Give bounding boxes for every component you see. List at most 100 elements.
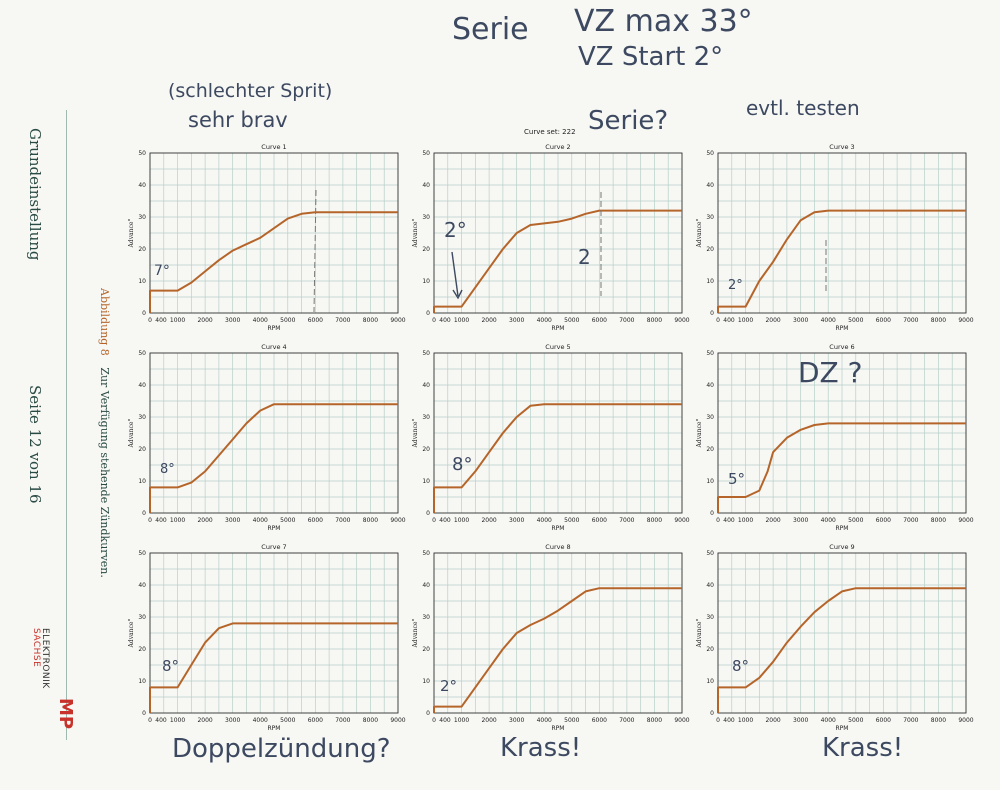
advance-curve — [149, 622, 398, 713]
y-tick-label: 0 — [710, 310, 714, 317]
x-tick-label: 3000 — [793, 317, 808, 324]
y-tick-label: 20 — [706, 246, 714, 253]
x-tick-label: 2000 — [197, 717, 212, 724]
x-tick-label: 4000 — [253, 717, 268, 724]
x-tick-label: 400 — [155, 317, 167, 324]
x-tick-label: 1000 — [738, 717, 753, 724]
chart-3: 0 400 1000 2000 3000 4000 5000 6000 7000 8000 9000… — [696, 143, 974, 332]
y-tick-label: 20 — [138, 446, 146, 453]
x-axis-label: RPM — [836, 525, 849, 532]
x-tick-label: 8000 — [647, 717, 662, 724]
x-tick-label: 5000 — [280, 317, 295, 324]
y-axis-label: Advance° — [128, 219, 135, 249]
x-tick-label: 400 — [439, 717, 451, 724]
y-axis-label: Advance° — [696, 419, 703, 449]
y-tick-label: 40 — [706, 182, 714, 189]
x-tick-label: 1000 — [738, 317, 753, 324]
advance-curve — [433, 209, 682, 313]
x-tick-label: 7000 — [335, 517, 350, 524]
arrow-curve2 — [451, 251, 459, 297]
plot-frame — [433, 552, 683, 714]
plot-frame — [717, 152, 967, 314]
x-tick-label: 6000 — [308, 717, 323, 724]
y-tick-label: 50 — [422, 150, 430, 157]
note-curve8-krass: Krass! — [500, 733, 582, 763]
x-axis-label: RPM — [552, 525, 565, 532]
advance-curve — [149, 403, 398, 513]
mark-curve2-delta: 2 — [578, 245, 591, 269]
x-tick-label: 4000 — [821, 317, 836, 324]
plot-frame — [149, 152, 399, 314]
y-tick-label: 50 — [138, 550, 146, 557]
y-tick-label: 30 — [422, 614, 430, 621]
x-tick-label: 9000 — [958, 517, 973, 524]
mark-curve9: 8° — [732, 657, 750, 675]
x-tick-label: 400 — [155, 717, 167, 724]
mark-curve5: 8° — [452, 454, 473, 475]
x-tick-label: 0 — [716, 317, 720, 324]
note-curve9-krass: Krass! — [822, 733, 904, 763]
x-tick-label: 8000 — [647, 517, 662, 524]
sidebar-divider — [66, 110, 67, 740]
y-tick-label: 20 — [706, 446, 714, 453]
x-tick-label: 3000 — [793, 517, 808, 524]
chart-title: Curve 6 — [829, 343, 854, 351]
x-tick-label: 4000 — [253, 317, 268, 324]
chart-title: Curve 1 — [261, 143, 286, 151]
x-tick-label: 4000 — [821, 717, 836, 724]
y-tick-label: 50 — [422, 550, 430, 557]
x-tick-label: 8000 — [931, 317, 946, 324]
x-tick-label: 9000 — [674, 717, 689, 724]
y-axis-label: Advance° — [696, 219, 703, 249]
y-tick-label: 50 — [138, 350, 146, 357]
x-tick-label: 7000 — [619, 517, 634, 524]
y-tick-label: 10 — [422, 678, 430, 685]
x-tick-label: 0 — [716, 717, 720, 724]
y-tick-label: 30 — [138, 214, 146, 221]
chart-title: Curve 2 — [545, 143, 570, 151]
y-tick-label: 40 — [422, 382, 430, 389]
chart-4: 0 400 1000 2000 3000 4000 5000 6000 7000 8000 9000… — [128, 343, 406, 532]
x-tick-label: 4000 — [821, 517, 836, 524]
x-axis-label: RPM — [552, 325, 565, 332]
y-tick-label: 20 — [138, 646, 146, 653]
x-tick-label: 2000 — [197, 317, 212, 324]
note-curve6-dz: DZ ? — [798, 356, 863, 389]
x-tick-label: 7000 — [335, 717, 350, 724]
chart-title: Curve 7 — [261, 543, 286, 551]
x-tick-label: 4000 — [253, 517, 268, 524]
y-tick-label: 30 — [706, 214, 714, 221]
note-serie: Serie — [452, 12, 529, 47]
x-tick-label: 6000 — [592, 317, 607, 324]
y-tick-label: 10 — [706, 478, 714, 485]
x-tick-label: 8000 — [363, 317, 378, 324]
y-tick-label: 30 — [706, 614, 714, 621]
y-tick-label: 10 — [422, 478, 430, 485]
x-tick-label: 8000 — [363, 717, 378, 724]
x-tick-label: 5000 — [848, 717, 863, 724]
y-tick-label: 0 — [426, 310, 430, 317]
plot-frame — [149, 552, 399, 714]
y-tick-label: 20 — [422, 646, 430, 653]
x-tick-label: 400 — [723, 517, 735, 524]
x-tick-label: 1000 — [170, 717, 185, 724]
advance-curve — [717, 422, 966, 513]
x-tick-label: 1000 — [454, 317, 469, 324]
x-tick-label: 0 — [716, 517, 720, 524]
x-tick-label: 9000 — [674, 317, 689, 324]
x-tick-label: 400 — [439, 517, 451, 524]
note-curve1-sprit: (schlechter Sprit) — [168, 80, 333, 102]
x-tick-label: 400 — [723, 317, 735, 324]
plot-frame — [149, 352, 399, 514]
y-tick-label: 0 — [142, 510, 146, 517]
chart-title: Curve 3 — [829, 143, 854, 151]
x-tick-label: 2000 — [765, 317, 780, 324]
x-tick-label: 2000 — [765, 517, 780, 524]
advance-curve — [717, 587, 966, 713]
x-tick-label: 7000 — [619, 717, 634, 724]
note-vz-start: VZ Start 2° — [578, 42, 724, 72]
y-tick-label: 0 — [142, 310, 146, 317]
x-tick-label: 6000 — [876, 717, 891, 724]
y-tick-label: 10 — [138, 278, 146, 285]
